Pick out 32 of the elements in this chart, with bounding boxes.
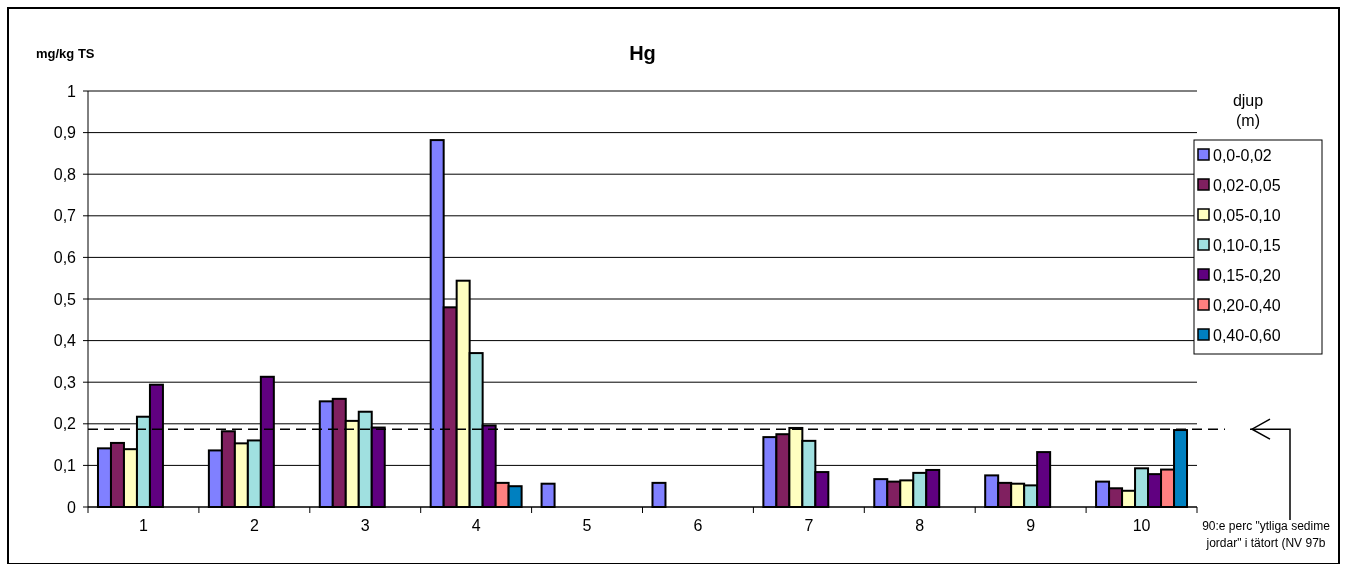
y-tick-label: 0,7 xyxy=(53,207,77,225)
x-tick-label: 3 xyxy=(360,517,370,534)
y-tick-label: 0,1 xyxy=(53,457,77,474)
y-tick-label: 0,6 xyxy=(53,249,77,266)
legend-label: 0,02-0,05 xyxy=(1213,176,1281,194)
x-tick-label: 7 xyxy=(804,517,814,534)
legend-label: 0,0-0,02 xyxy=(1213,146,1272,164)
y-tick-label: 1 xyxy=(67,82,77,100)
x-tick-label: 4 xyxy=(471,517,481,534)
x-tick-label: 6 xyxy=(693,517,703,534)
x-tick-label: 9 xyxy=(1026,517,1036,534)
y-tick-label: 0,2 xyxy=(53,415,77,433)
y-tick-label: 0,9 xyxy=(53,124,77,142)
x-tick-label: 10 xyxy=(1132,517,1151,534)
legend-label: 0,05-0,10 xyxy=(1213,206,1281,224)
chart-title: Hg xyxy=(629,42,656,64)
legend-label: 0,15-0,20 xyxy=(1213,266,1281,284)
legend-label: 0,40-0,60 xyxy=(1213,326,1281,344)
text: 90:e perc "ytliga sedime jordar" i tätort (NV 97b xyxy=(1202,519,1331,550)
y-axis-title: mg/kg TS xyxy=(36,46,95,61)
legend-title: djup (m) xyxy=(1232,92,1264,129)
y-tick-label: 0,5 xyxy=(53,290,77,308)
x-tick-label: 5 xyxy=(582,517,592,534)
legend-label: 0,20-0,40 xyxy=(1213,296,1281,314)
x-tick-label: 8 xyxy=(915,517,925,534)
x-tick-label: 1 xyxy=(139,517,148,534)
y-tick-label: 0 xyxy=(67,498,77,516)
y-tick-label: 0,4 xyxy=(53,332,77,350)
y-tick-label: 0,3 xyxy=(53,373,77,391)
legend-label: 0,10-0,15 xyxy=(1213,236,1281,254)
y-tick-label: 0,8 xyxy=(53,165,77,183)
x-tick-label: 2 xyxy=(249,517,259,534)
